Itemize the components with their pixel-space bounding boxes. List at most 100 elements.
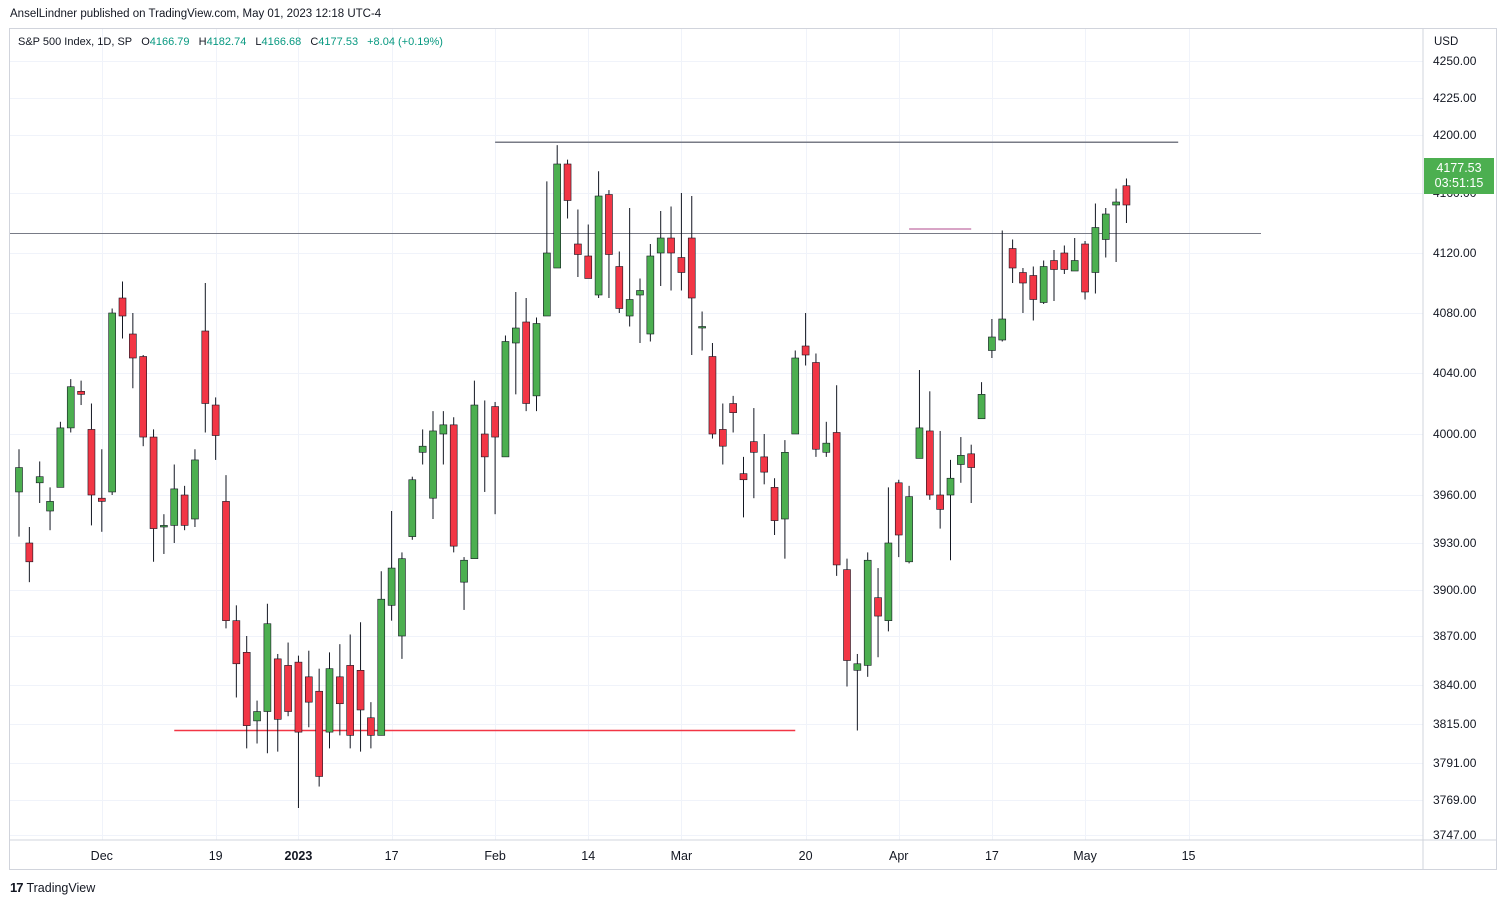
candle-body	[201, 330, 210, 404]
candle	[346, 634, 355, 749]
candle	[273, 653, 282, 752]
candle	[170, 464, 179, 543]
candle	[946, 459, 955, 561]
price-tick-label: 3930.00	[1433, 536, 1477, 550]
candle-body	[377, 598, 386, 736]
candle-body	[698, 326, 706, 329]
candle	[118, 281, 127, 339]
candle-body	[925, 430, 934, 496]
candle	[957, 437, 965, 483]
candle-body	[460, 559, 468, 583]
candle-body	[1112, 201, 1120, 206]
candle-body	[874, 597, 882, 617]
candle	[1060, 245, 1069, 274]
candle-body	[615, 266, 624, 309]
candle	[449, 417, 458, 553]
candle	[584, 224, 593, 279]
ohlc-legend: S&P 500 Index, 1D, SP O4166.79 H4182.74 …	[18, 36, 443, 48]
time-tick-label: 17	[985, 849, 999, 863]
candle-body	[656, 237, 665, 254]
candle	[222, 475, 230, 629]
candle	[98, 449, 106, 532]
candle-body	[387, 567, 396, 606]
candle	[46, 487, 54, 531]
candle	[832, 385, 841, 576]
tradingview-logo-icon[interactable]: 17	[10, 880, 24, 895]
candle	[325, 652, 334, 749]
candle	[439, 411, 448, 465]
time-tick-label: 2023	[285, 849, 313, 863]
candle	[553, 145, 562, 269]
candle-body	[77, 390, 85, 395]
candle	[739, 456, 748, 518]
candle	[460, 557, 468, 610]
candle-body	[853, 663, 862, 671]
price-tick-label: 4200.00	[1433, 128, 1477, 142]
candle-body	[574, 243, 582, 255]
candle-body	[46, 501, 54, 512]
candle	[336, 644, 344, 736]
grid	[10, 29, 1423, 840]
candle	[1091, 203, 1100, 294]
publisher-text: AnselLindner published on TradingView.co…	[10, 8, 382, 20]
price-tick-label: 3747.00	[1433, 828, 1477, 842]
candle	[1112, 188, 1120, 262]
currency-label[interactable]: USD	[1434, 36, 1459, 48]
candle-body	[211, 404, 220, 436]
candle-body	[708, 356, 717, 435]
candle	[108, 308, 116, 495]
candle	[56, 421, 65, 488]
candle-body	[967, 453, 976, 468]
candle	[408, 476, 417, 540]
candle-body	[315, 690, 323, 777]
candle	[191, 449, 199, 527]
symbol-label[interactable]: S&P 500 Index, 1D, SP	[18, 36, 133, 48]
candle	[15, 449, 23, 537]
candle-body	[915, 427, 924, 459]
candle-body	[543, 252, 551, 317]
candle-body	[304, 676, 313, 703]
candle-body	[511, 327, 520, 344]
tradingview-brand[interactable]: TradingView	[26, 880, 96, 895]
candle	[925, 391, 934, 500]
candle	[1050, 250, 1058, 301]
candle-body	[988, 336, 996, 351]
candle-body	[667, 237, 675, 254]
candle-body	[946, 477, 955, 496]
candle	[863, 552, 872, 677]
candle	[491, 401, 499, 515]
candle	[967, 444, 976, 503]
candle	[532, 317, 541, 412]
candle-body	[294, 661, 303, 733]
candle-body	[687, 237, 696, 299]
candle	[429, 411, 437, 519]
candle-body	[677, 257, 686, 273]
candle	[843, 558, 851, 687]
candle	[315, 668, 323, 787]
price-tick-label: 3815.00	[1433, 717, 1477, 731]
candle-body	[718, 429, 727, 447]
price-tick-label: 4000.00	[1433, 427, 1477, 441]
candle	[1070, 238, 1079, 272]
last-price-tag: 4177.53 03:51:15	[1424, 158, 1494, 194]
low-label: L	[255, 36, 262, 48]
close-label: C	[310, 36, 319, 48]
candle	[750, 408, 758, 499]
candle	[781, 440, 789, 559]
candle-body	[1039, 266, 1048, 303]
candle-body	[594, 195, 603, 296]
candle-body	[1070, 260, 1079, 272]
candle-body	[522, 321, 530, 404]
candle-body	[1029, 275, 1038, 300]
candle	[356, 622, 365, 752]
candle	[77, 380, 85, 406]
candle-body	[429, 430, 437, 499]
candle-body	[149, 436, 158, 529]
candle-body	[843, 569, 851, 661]
candle	[698, 311, 706, 351]
candle	[180, 485, 189, 531]
candles	[15, 145, 1131, 808]
price-tick-label: 3769.00	[1433, 793, 1477, 807]
candle	[977, 382, 986, 420]
